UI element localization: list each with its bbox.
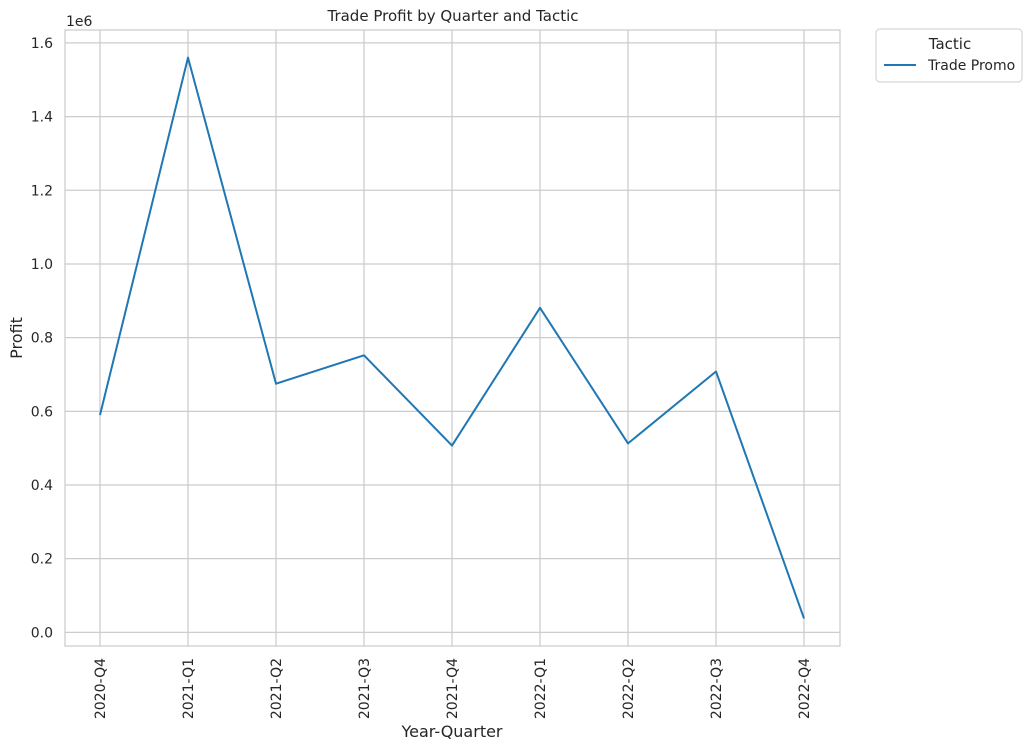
legend-box — [875, 28, 1023, 83]
x-tick-label: 2021-Q4 — [445, 658, 461, 719]
x-tick-label: 2022-Q2 — [621, 658, 637, 719]
y-tick-label: 0.8 — [31, 331, 53, 347]
x-tick-label: 2021-Q3 — [357, 658, 373, 719]
x-tick-label: 2022-Q1 — [533, 658, 549, 719]
y-tick-label: 1.6 — [31, 36, 53, 52]
x-tick-label: 2022-Q4 — [797, 658, 813, 719]
y-tick-label: 0.2 — [31, 552, 53, 568]
y-axis-offset-label: 1e6 — [66, 14, 93, 30]
y-tick-label: 0.0 — [31, 625, 53, 641]
x-tick-label: 2021-Q1 — [181, 658, 197, 719]
y-tick-label: 0.4 — [31, 478, 53, 494]
chart-title: Trade Profit by Quarter and Tactic — [326, 7, 578, 25]
x-axis-label: Year-Quarter — [400, 722, 502, 741]
y-tick-label: 1.4 — [31, 110, 53, 126]
legend-title: Tactic — [928, 35, 971, 53]
y-tick-label: 1.0 — [31, 257, 53, 273]
plot-frame — [64, 29, 841, 647]
x-tick-label: 2020-Q4 — [93, 658, 109, 719]
legend-label-trade-promo: Trade Promo — [927, 58, 1015, 74]
grid-layer — [65, 30, 840, 646]
y-tick-label: 1.2 — [31, 183, 53, 199]
y-axis-label: Profit — [7, 317, 26, 359]
x-tick-labels: 2020-Q4 2021-Q1 2021-Q2 2021-Q3 2021-Q4 2022-… — [93, 658, 813, 719]
x-tick-label: 2021-Q2 — [269, 658, 285, 719]
y-tick-label: 0.6 — [31, 404, 53, 420]
x-tick-label: 2022-Q3 — [709, 658, 725, 719]
legend: Tactic Trade Promo — [875, 28, 1023, 83]
y-tick-labels: 0.0 0.2 0.4 0.6 0.8 1.0 1.2 1.4 1.6 — [31, 36, 53, 641]
series-layer — [99, 56, 805, 619]
